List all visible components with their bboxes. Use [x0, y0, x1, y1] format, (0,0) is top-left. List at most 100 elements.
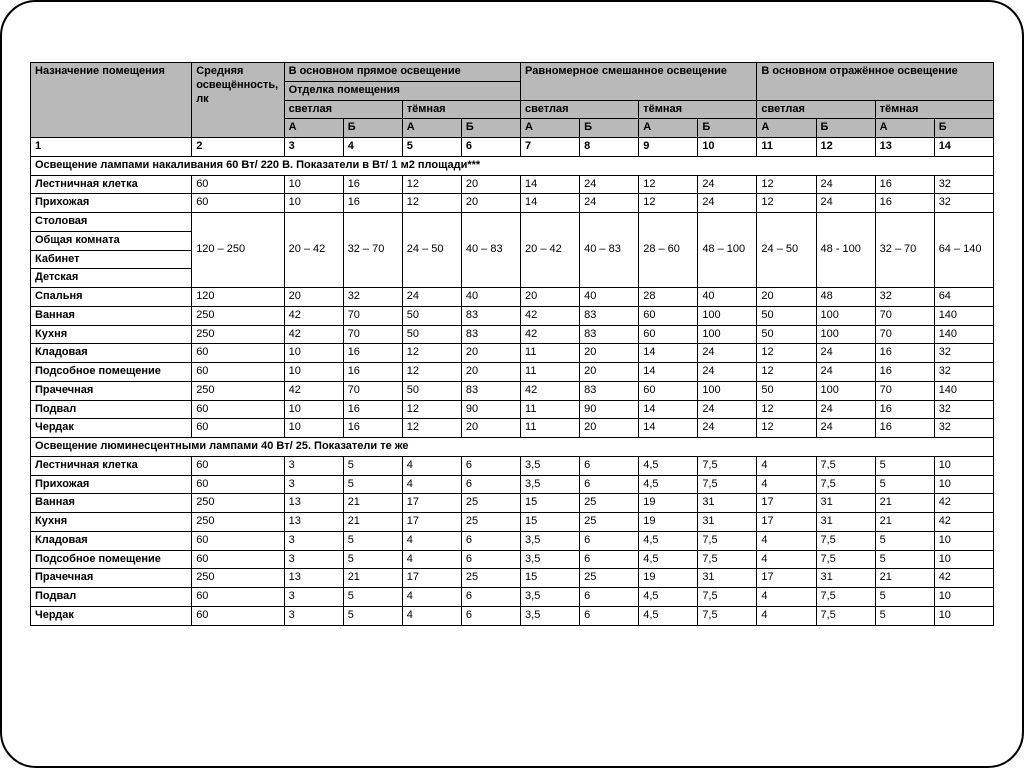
- value-cell: 90: [461, 400, 520, 419]
- value-cell: 20: [461, 344, 520, 363]
- value-cell: 4,5: [639, 550, 698, 569]
- value-cell: 5: [343, 606, 402, 625]
- value-cell: 15: [521, 569, 580, 588]
- value-cell: 32: [934, 419, 993, 438]
- value-cell: 3,5: [521, 550, 580, 569]
- lux-value: 60: [192, 419, 284, 438]
- value-cell: 83: [461, 306, 520, 325]
- value-cell: 20: [580, 344, 639, 363]
- table-row: Лестничная клетка60101612201424122412241…: [31, 175, 994, 194]
- value-cell: 20: [284, 288, 343, 307]
- value-cell: 7,5: [698, 531, 757, 550]
- value-cell: 5: [343, 531, 402, 550]
- header-group1: В основном прямое освещение: [284, 63, 520, 82]
- room-name: Спальня: [31, 288, 192, 307]
- value-cell: 7,5: [816, 456, 875, 475]
- value-cell: 25: [461, 569, 520, 588]
- value-cell: 17: [402, 569, 461, 588]
- room-name: Прихожая: [31, 475, 192, 494]
- value-cell: 6: [461, 456, 520, 475]
- room-name: Столовая: [31, 213, 192, 232]
- value-cell: 3,5: [521, 531, 580, 550]
- value-cell: 6: [580, 550, 639, 569]
- lux-value: 250: [192, 569, 284, 588]
- room-name: Лестничная клетка: [31, 175, 192, 194]
- value-cell: 6: [461, 588, 520, 607]
- room-name: Ванная: [31, 306, 192, 325]
- table-row: Подсобное помещение601016122011201424122…: [31, 363, 994, 382]
- value-cell: 40: [698, 288, 757, 307]
- lux-value: 120 – 250: [192, 213, 284, 288]
- table-row: Кладовая6035463,564,57,547,5510: [31, 531, 994, 550]
- table-row: Прачечная250427050834283601005010070140: [31, 381, 994, 400]
- lux-value: 60: [192, 363, 284, 382]
- value-cell: 17: [757, 513, 816, 532]
- header-lux: Средняя освещённость, лк: [192, 63, 284, 138]
- value-cell: 20: [580, 419, 639, 438]
- value-cell: 16: [875, 363, 934, 382]
- value-cell: 3: [284, 456, 343, 475]
- value-cell: 10: [284, 363, 343, 382]
- table-header: Назначение помещения Средняя освещённост…: [31, 63, 994, 138]
- column-number: 10: [698, 138, 757, 157]
- value-cell: 20 – 42: [521, 213, 580, 288]
- value-cell: 19: [639, 494, 698, 513]
- header-A: А: [402, 119, 461, 138]
- lux-value: 60: [192, 550, 284, 569]
- value-cell: 12: [757, 400, 816, 419]
- value-cell: 24: [698, 400, 757, 419]
- value-cell: 100: [698, 306, 757, 325]
- section-row: Освещение люминесцентными лампами 40 Вт/…: [31, 438, 994, 457]
- value-cell: 10: [934, 588, 993, 607]
- value-cell: 25: [461, 494, 520, 513]
- header-light-2: светлая: [521, 100, 639, 119]
- value-cell: 4: [402, 475, 461, 494]
- value-cell: 19: [639, 513, 698, 532]
- value-cell: 7,5: [816, 588, 875, 607]
- header-B: Б: [580, 119, 639, 138]
- value-cell: 40 – 83: [580, 213, 639, 288]
- column-number: 5: [402, 138, 461, 157]
- value-cell: 7,5: [698, 550, 757, 569]
- value-cell: 21: [343, 494, 402, 513]
- section-title: Освещение люминесцентными лампами 40 Вт/…: [31, 438, 994, 457]
- column-number: 13: [875, 138, 934, 157]
- value-cell: 12: [757, 194, 816, 213]
- value-cell: 16: [875, 194, 934, 213]
- value-cell: 15: [521, 494, 580, 513]
- value-cell: 42: [521, 381, 580, 400]
- value-cell: 16: [875, 175, 934, 194]
- column-number: 9: [639, 138, 698, 157]
- value-cell: 42: [284, 306, 343, 325]
- value-cell: 5: [875, 475, 934, 494]
- value-cell: 6: [580, 531, 639, 550]
- room-name: Прачечная: [31, 381, 192, 400]
- lux-value: 60: [192, 175, 284, 194]
- value-cell: 140: [934, 325, 993, 344]
- value-cell: 7,5: [698, 606, 757, 625]
- value-cell: 10: [934, 550, 993, 569]
- room-name: Подвал: [31, 588, 192, 607]
- value-cell: 12: [757, 419, 816, 438]
- value-cell: 16: [343, 400, 402, 419]
- value-cell: 14: [639, 363, 698, 382]
- lux-value: 60: [192, 588, 284, 607]
- value-cell: 10: [934, 456, 993, 475]
- value-cell: 83: [461, 325, 520, 344]
- value-cell: 21: [875, 513, 934, 532]
- header-A: А: [757, 119, 816, 138]
- value-cell: 60: [639, 306, 698, 325]
- value-cell: 24 – 50: [757, 213, 816, 288]
- value-cell: 100: [698, 381, 757, 400]
- value-cell: 4: [757, 531, 816, 550]
- value-cell: 5: [343, 588, 402, 607]
- value-cell: 32: [934, 400, 993, 419]
- value-cell: 20: [461, 175, 520, 194]
- header-B: Б: [934, 119, 993, 138]
- value-cell: 7,5: [816, 531, 875, 550]
- value-cell: 7,5: [698, 475, 757, 494]
- value-cell: 48 – 100: [698, 213, 757, 288]
- value-cell: 4,5: [639, 456, 698, 475]
- value-cell: 24: [580, 194, 639, 213]
- table-body: 1234567891011121314Освещение лампами нак…: [31, 138, 994, 626]
